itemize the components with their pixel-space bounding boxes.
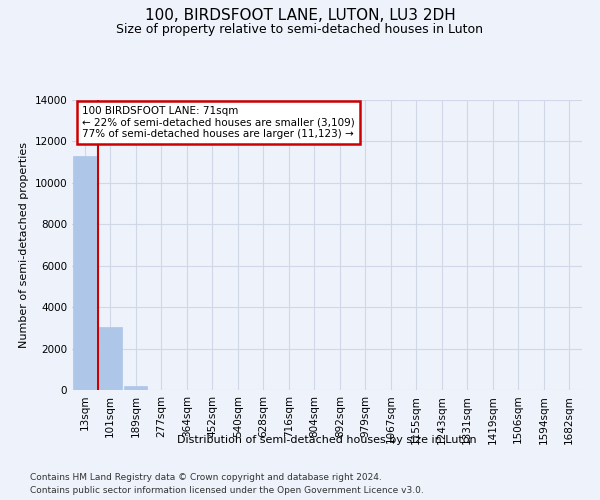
Text: Contains HM Land Registry data © Crown copyright and database right 2024.: Contains HM Land Registry data © Crown c… [30,472,382,482]
Text: 100 BIRDSFOOT LANE: 71sqm
← 22% of semi-detached houses are smaller (3,109)
77% : 100 BIRDSFOOT LANE: 71sqm ← 22% of semi-… [82,106,355,139]
Text: 100, BIRDSFOOT LANE, LUTON, LU3 2DH: 100, BIRDSFOOT LANE, LUTON, LU3 2DH [145,8,455,22]
Bar [124,386,147,390]
Text: Size of property relative to semi-detached houses in Luton: Size of property relative to semi-detach… [116,22,484,36]
Bar [99,327,122,390]
Text: Distribution of semi-detached houses by size in Luton: Distribution of semi-detached houses by … [177,435,477,445]
Text: Contains public sector information licensed under the Open Government Licence v3: Contains public sector information licen… [30,486,424,495]
Bar [73,156,96,390]
Y-axis label: Number of semi-detached properties: Number of semi-detached properties [19,142,29,348]
